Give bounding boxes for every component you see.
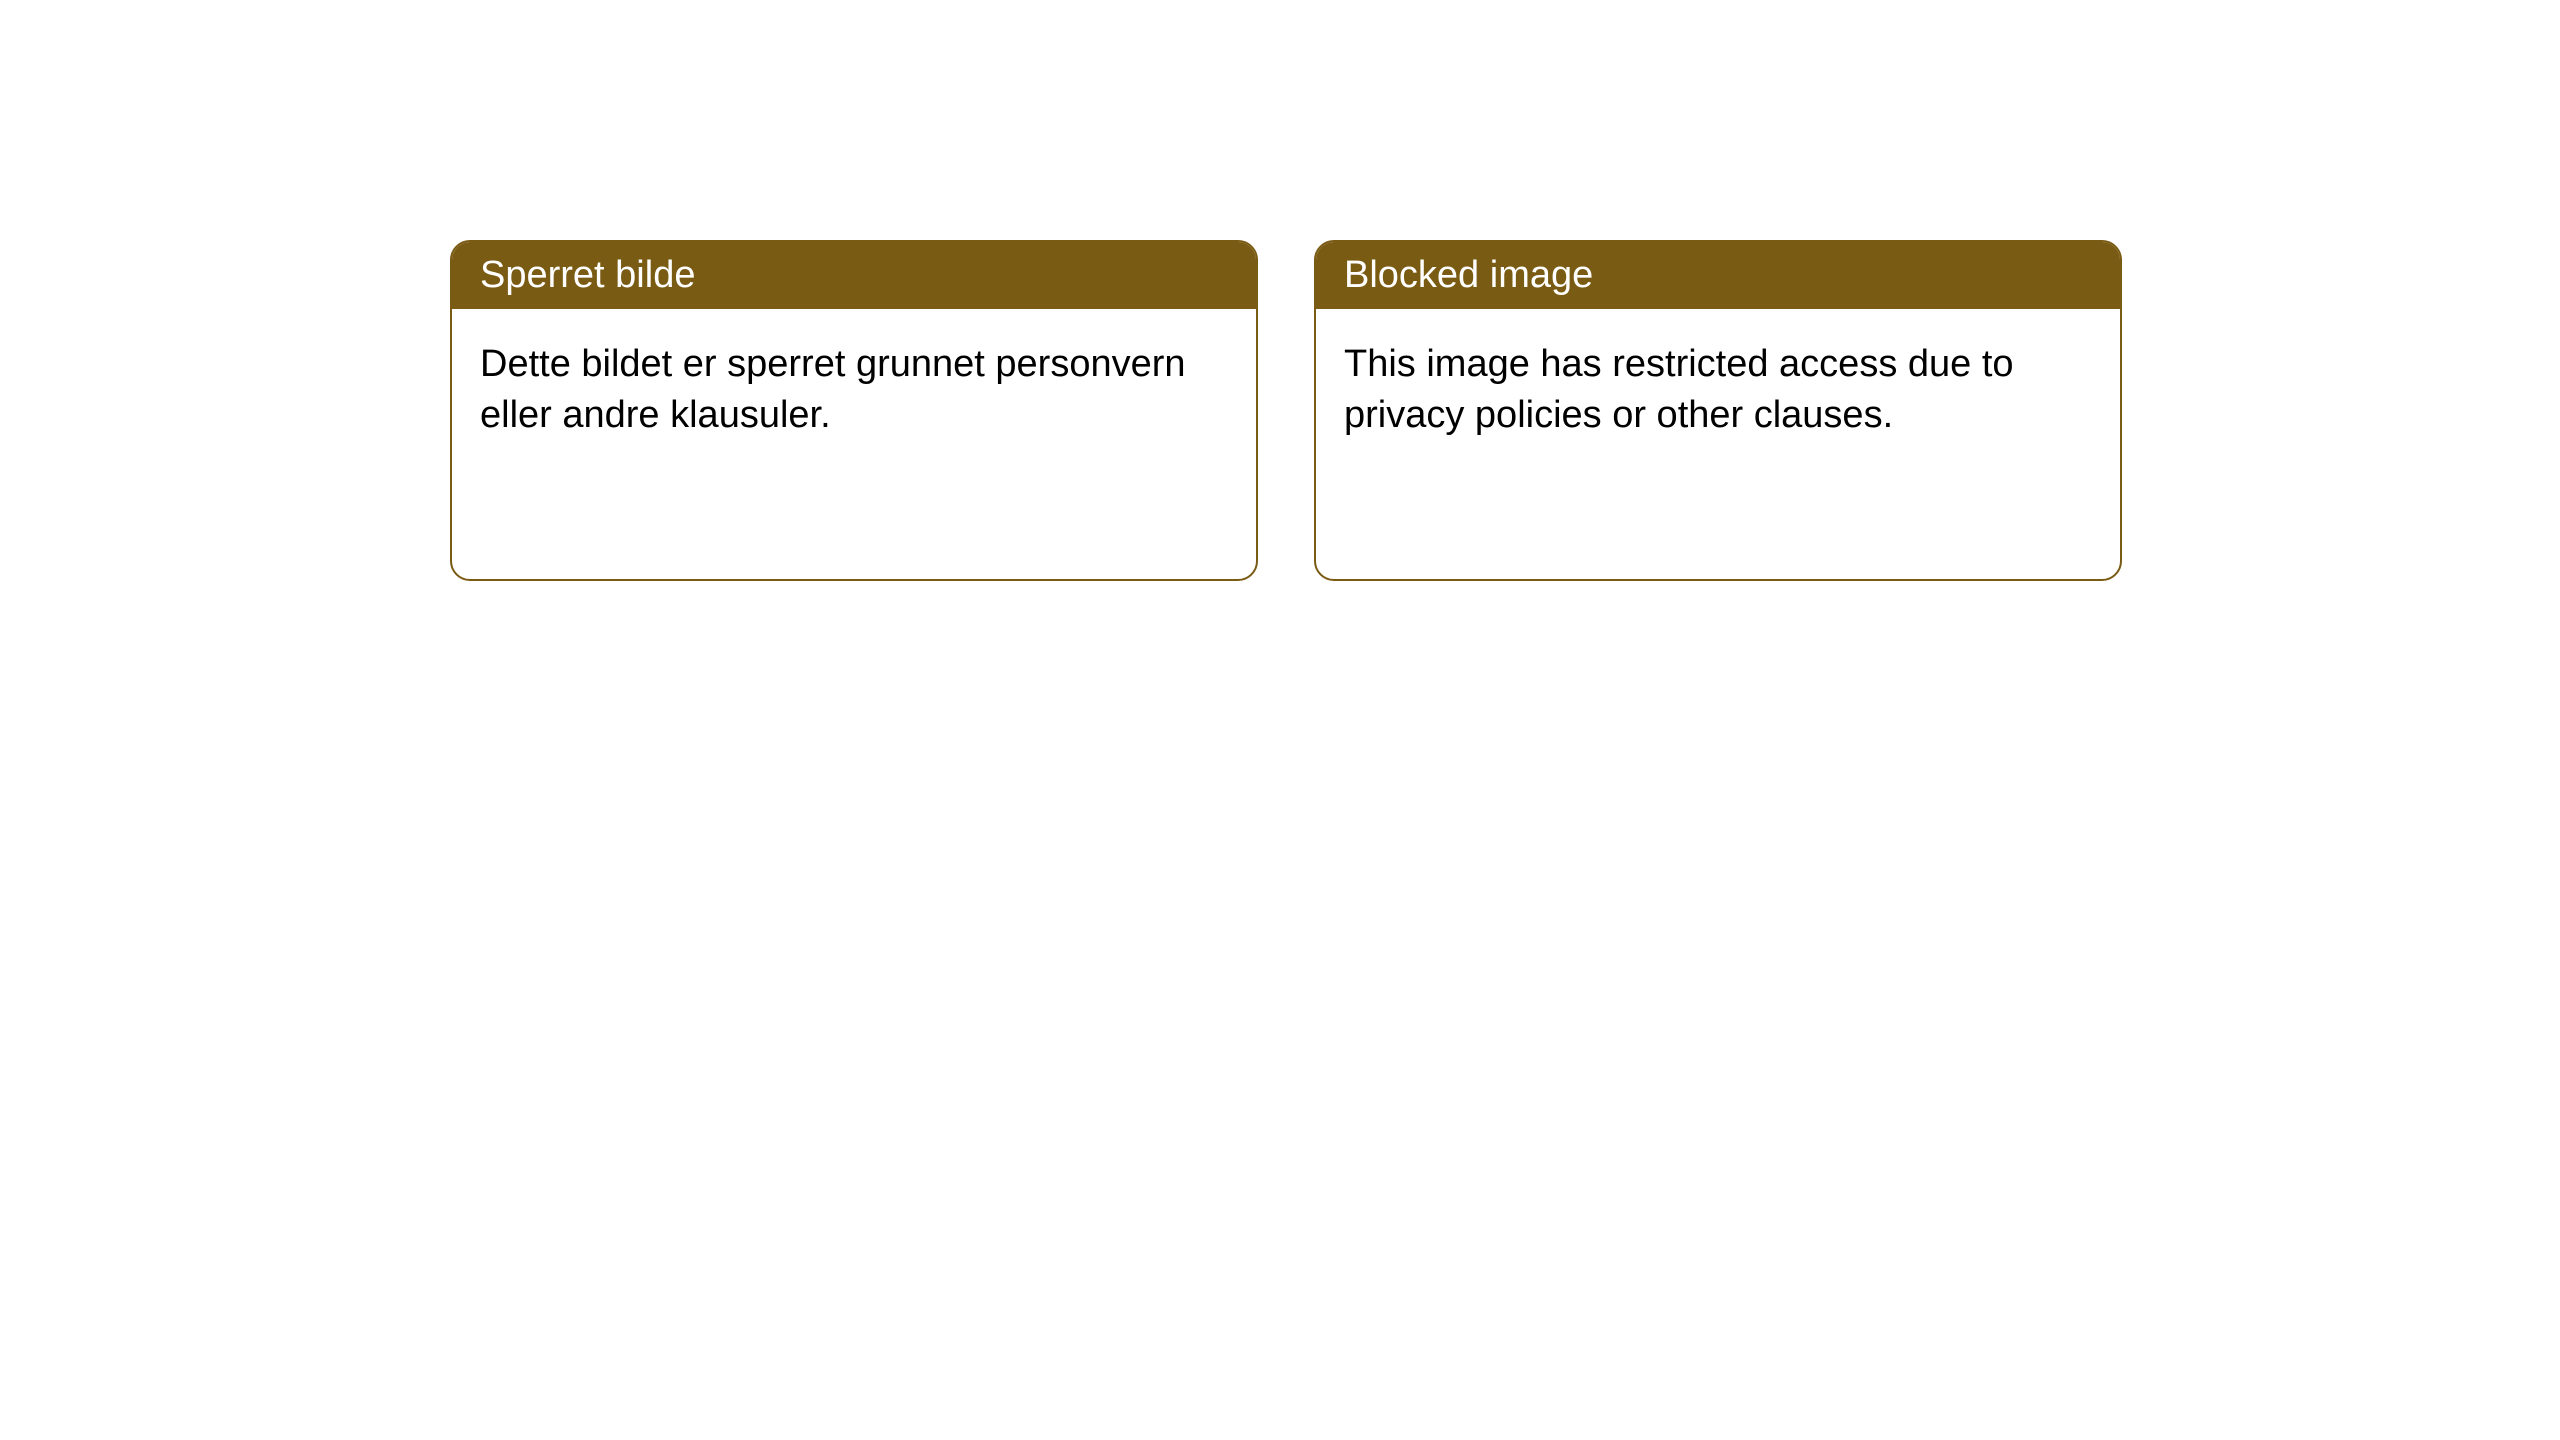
blocked-image-card-no: Sperret bilde Dette bildet er sperret gr… [450, 240, 1258, 581]
card-body-text: Dette bildet er sperret grunnet personve… [480, 343, 1186, 436]
card-body-text: This image has restricted access due to … [1344, 343, 2014, 436]
card-title: Sperret bilde [480, 254, 695, 296]
card-header: Blocked image [1316, 242, 2120, 309]
card-body: Dette bildet er sperret grunnet personve… [452, 309, 1256, 579]
cards-row: Sperret bilde Dette bildet er sperret gr… [0, 0, 2560, 581]
card-body: This image has restricted access due to … [1316, 309, 2120, 579]
card-header: Sperret bilde [452, 242, 1256, 309]
blocked-image-card-en: Blocked image This image has restricted … [1314, 240, 2122, 581]
card-title: Blocked image [1344, 254, 1593, 296]
